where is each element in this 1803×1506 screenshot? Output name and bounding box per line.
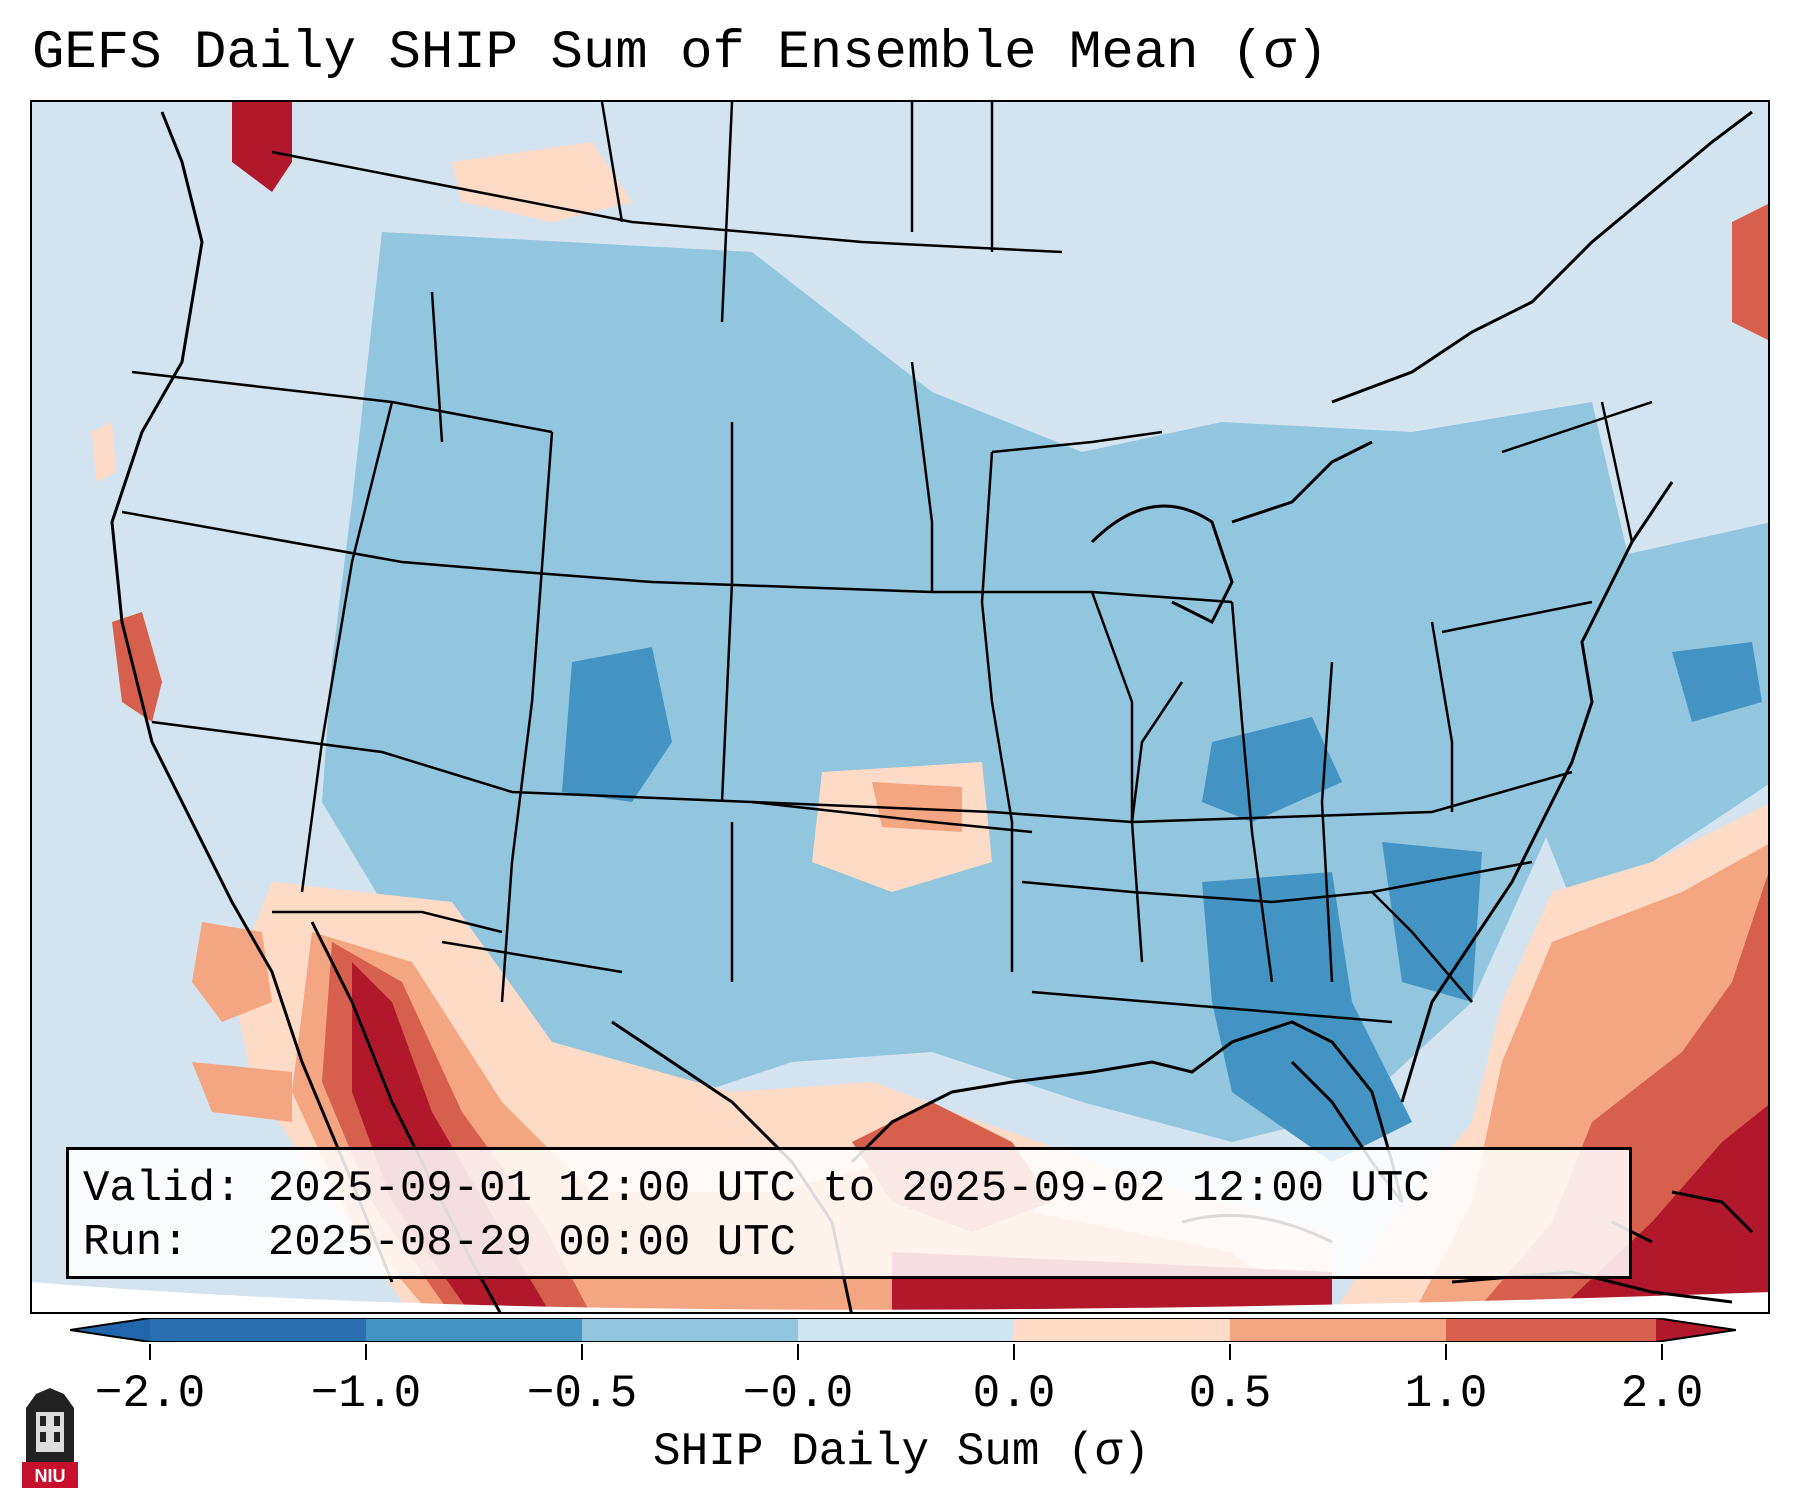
tick-label: −0.0 bbox=[742, 1368, 854, 1420]
colorbar-bin bbox=[150, 1318, 366, 1342]
tick-mark bbox=[1661, 1344, 1663, 1360]
info-box: Valid: 2025-09-01 12:00 UTC to 2025-09-0… bbox=[66, 1147, 1632, 1279]
colorbar-label: SHIP Daily Sum (σ) bbox=[653, 1426, 1150, 1478]
projection-edge bbox=[32, 1282, 1768, 1312]
tick-label: 0.5 bbox=[1188, 1368, 1272, 1420]
tick-mark bbox=[365, 1344, 367, 1360]
state-borders bbox=[121, 102, 1653, 1024]
tick-mark bbox=[149, 1344, 151, 1360]
colorbar-bin bbox=[1230, 1318, 1446, 1342]
tick-label: −2.0 bbox=[94, 1368, 206, 1420]
colorbar-bin bbox=[1446, 1318, 1662, 1342]
tick-label: 1.0 bbox=[1404, 1368, 1488, 1420]
colorbar-bin bbox=[798, 1318, 1014, 1342]
tick-mark bbox=[1445, 1344, 1447, 1360]
run-label: Run: bbox=[83, 1218, 189, 1268]
colorbar bbox=[70, 1318, 1736, 1342]
colorbar-extend-low bbox=[70, 1318, 150, 1342]
valid-value: 2025-09-01 12:00 UTC to 2025-09-02 12:00… bbox=[267, 1164, 1430, 1214]
tick-label: −0.5 bbox=[526, 1368, 638, 1420]
central-warm-spot bbox=[812, 762, 992, 892]
map-panel bbox=[30, 100, 1770, 1314]
colorbar-bin bbox=[1014, 1318, 1230, 1342]
colorbar-bin bbox=[582, 1318, 798, 1342]
run-value: 2025-08-29 00:00 UTC bbox=[267, 1218, 796, 1268]
tick-mark bbox=[1013, 1344, 1015, 1360]
logo-text: NIU bbox=[35, 1466, 66, 1486]
valid-line: Valid: 2025-09-01 12:00 UTC to 2025-09-0… bbox=[83, 1162, 1615, 1216]
colorbar-bin bbox=[366, 1318, 582, 1342]
tick-label: 0.0 bbox=[972, 1368, 1056, 1420]
tick-mark bbox=[797, 1344, 799, 1360]
tick-mark bbox=[1229, 1344, 1231, 1360]
tick-mark bbox=[581, 1344, 583, 1360]
colorbar-ticks: −2.0 −1.0 −0.5 −0.0 0.0 0.5 1.0 2.0 bbox=[0, 1336, 1803, 1426]
valid-label: Valid: bbox=[83, 1164, 242, 1214]
anomaly-map bbox=[32, 102, 1768, 1312]
colorbar-extend-high bbox=[1656, 1318, 1736, 1342]
map-title: GEFS Daily SHIP Sum of Ensemble Mean (σ) bbox=[32, 23, 1329, 84]
tick-label: 2.0 bbox=[1620, 1368, 1704, 1420]
run-line: Run: 2025-08-29 00:00 UTC bbox=[83, 1216, 1615, 1270]
pacific-warm-spots bbox=[92, 102, 632, 1122]
tick-label: −1.0 bbox=[310, 1368, 422, 1420]
niu-logo-icon: NIU bbox=[22, 1388, 78, 1488]
